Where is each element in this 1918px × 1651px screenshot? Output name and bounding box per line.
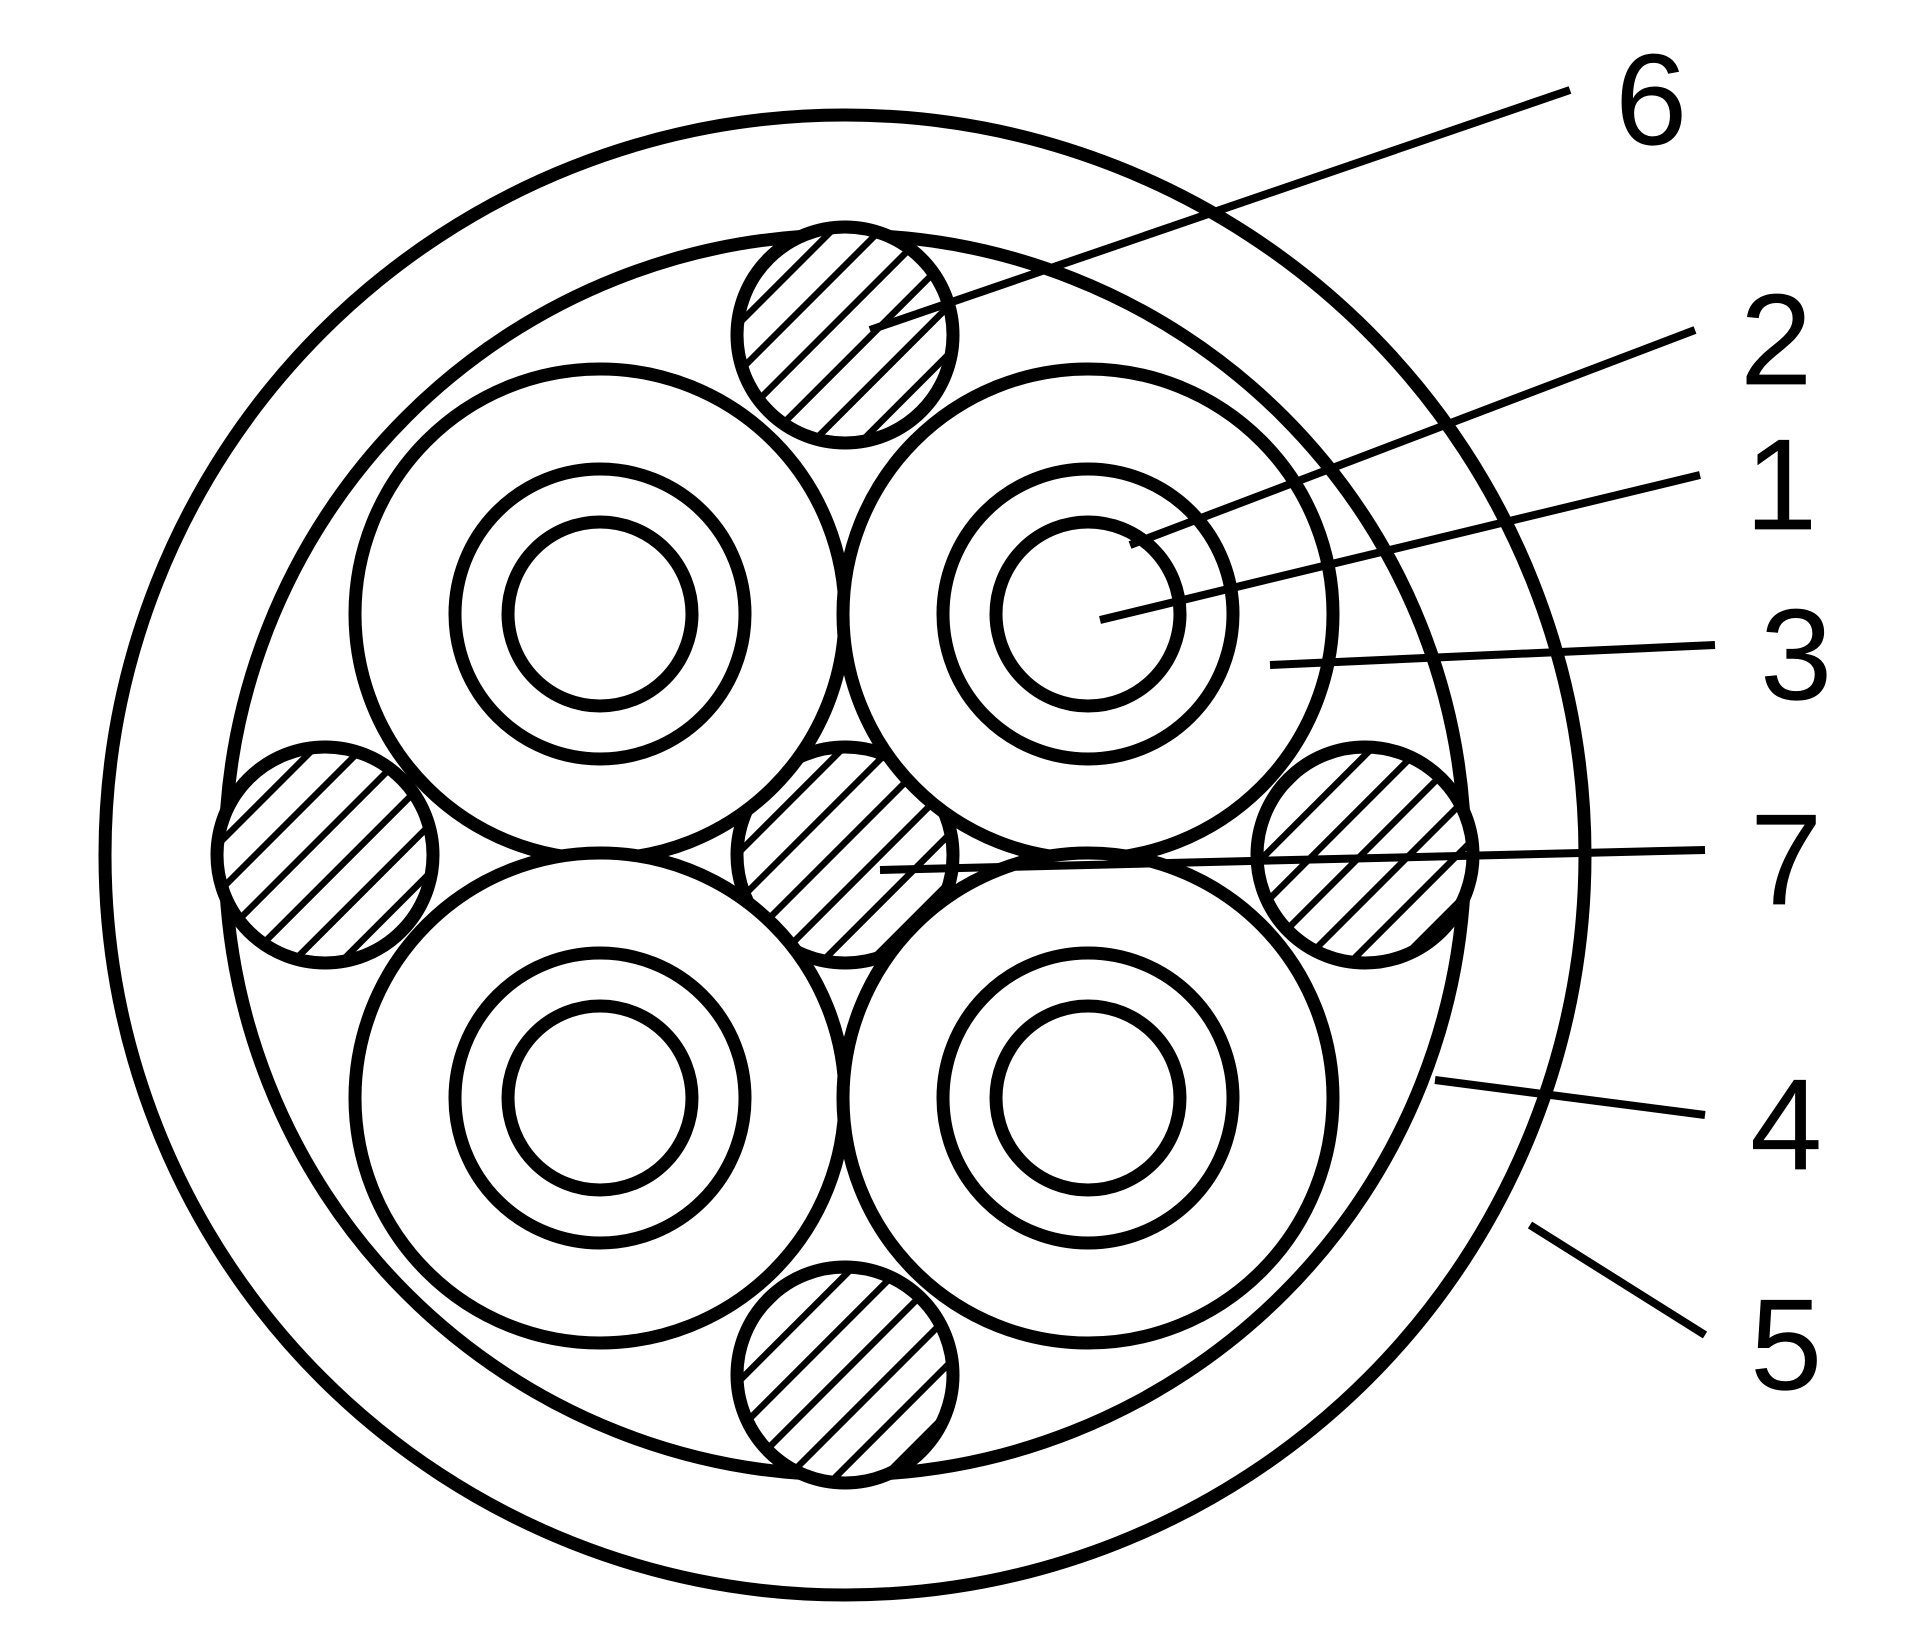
label-7: 7 (1750, 786, 1822, 932)
leader-line (1435, 1080, 1705, 1115)
core-insulation-outer (843, 369, 1333, 859)
label-4: 4 (1750, 1051, 1822, 1197)
label-3: 3 (1760, 581, 1832, 727)
filler-hatched (737, 227, 953, 443)
label-5: 5 (1750, 1271, 1822, 1417)
label-6: 6 (1615, 26, 1687, 172)
filler-hatched (217, 747, 433, 963)
core-insulation-outer (843, 853, 1333, 1343)
label-1: 1 (1745, 411, 1817, 557)
leader-line (1530, 1225, 1705, 1335)
label-2: 2 (1740, 266, 1812, 412)
core-insulation-outer (355, 853, 845, 1343)
core-insulation-outer (355, 369, 845, 859)
cable-cross-section-diagram: 621 3 7 4 5 (0, 0, 1918, 1651)
filler-hatched (737, 1267, 953, 1483)
